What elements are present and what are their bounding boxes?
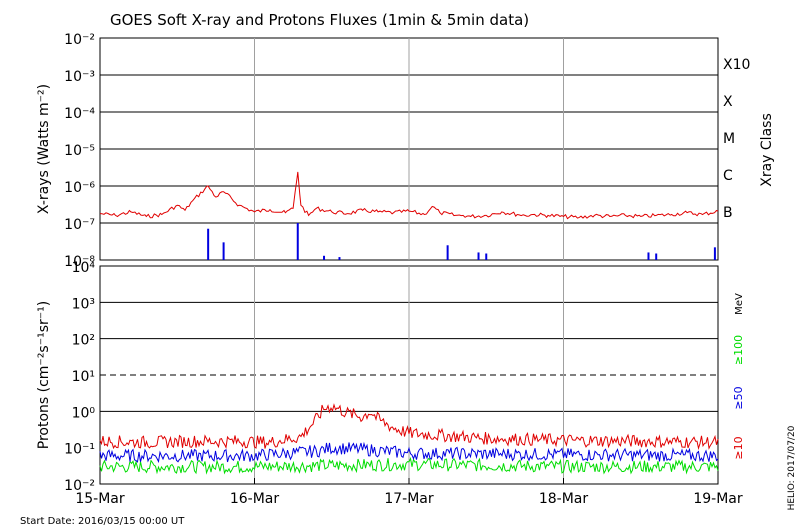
xray-tick-label: 10⁻⁵ (64, 143, 95, 159)
proton-tick-label: 10⁻² (64, 478, 95, 494)
xray-class-label: X10 (723, 57, 750, 73)
proton-series (99, 403, 719, 475)
proton-legend-item: ≥100 (732, 335, 745, 365)
xray-y-ticks: 10⁻² 10⁻³ 10⁻⁴ 10⁻⁵ 10⁻⁶ 10⁻⁷ 10⁻⁸ (64, 32, 95, 270)
xray-class-label: M (723, 131, 735, 147)
xray-ylabel: X-rays (Watts m⁻²) (36, 84, 52, 214)
xray-long-series (99, 171, 719, 220)
proton-y-ticks: 10⁴ 10³ 10² 10¹ 10⁰ 10⁻¹ 10⁻² (64, 260, 95, 494)
x-axis-ticks: 15-Mar 16-Mar 17-Mar 18-Mar 19-Mar (75, 478, 743, 507)
proton-tick-label: 10⁰ (72, 405, 96, 421)
proton-series-line (99, 456, 719, 475)
xray-panel: 10⁻² 10⁻³ 10⁻⁴ 10⁻⁵ 10⁻⁶ 10⁻⁷ 10⁻⁸ X10 X M C B X-r… (36, 32, 775, 270)
x-tick-label: 19-Mar (693, 491, 743, 507)
chart-title: GOES Soft X-ray and Protons Fluxes (1min… (110, 11, 529, 29)
xray-tick-label: 10⁻⁸ (64, 254, 95, 270)
proton-series-line (99, 403, 719, 451)
proton-tick-label: 10¹ (72, 369, 95, 385)
xray-gridlines (100, 38, 718, 260)
x-tick-label: 17-Mar (384, 491, 434, 507)
x-tick-label: 18-Mar (539, 491, 589, 507)
start-date: Start Date: 2016/03/15 00:00 UT (20, 516, 185, 527)
proton-tick-label: 10² (72, 333, 95, 349)
proton-ylabel: Protons (cm⁻²s⁻¹sr⁻¹) (36, 301, 52, 450)
proton-legend-item: ≥50 (732, 386, 745, 409)
xray-tick-label: 10⁻⁷ (64, 217, 95, 233)
x-tick-label: 15-Mar (75, 491, 125, 507)
proton-legend-item: ≥10 (732, 436, 745, 459)
proton-tick-label: 10⁴ (72, 260, 96, 276)
proton-tick-label: 10⁻¹ (64, 442, 95, 458)
proton-series-line (99, 441, 719, 464)
proton-tick-label: 10³ (72, 296, 95, 312)
footer-right: HELIO: 2017/07/20 (787, 425, 797, 510)
xray-tick-label: 10⁻⁶ (64, 180, 95, 196)
xray-class-axis-label: Xray Class (759, 113, 775, 187)
proton-gridlines (100, 266, 718, 484)
proton-unit-label: MeV (734, 293, 745, 315)
xray-tick-label: 10⁻² (64, 32, 95, 48)
xray-class-label: B (723, 205, 733, 221)
xray-tick-label: 10⁻⁴ (64, 106, 95, 122)
xray-class-labels: X10 X M C B (723, 57, 750, 221)
proton-legend: MeV ≥10 ≥50 ≥100 (732, 293, 745, 460)
proton-panel: 10⁴ 10³ 10² 10¹ 10⁰ 10⁻¹ 10⁻² MeV ≥10 ≥50 ≥100 Pr… (36, 260, 745, 494)
xray-series (99, 171, 719, 260)
xray-tick-label: 10⁻³ (64, 69, 95, 85)
xray-class-label: C (723, 168, 733, 184)
x-tick-label: 16-Mar (230, 491, 280, 507)
xray-class-label: X (723, 94, 733, 110)
